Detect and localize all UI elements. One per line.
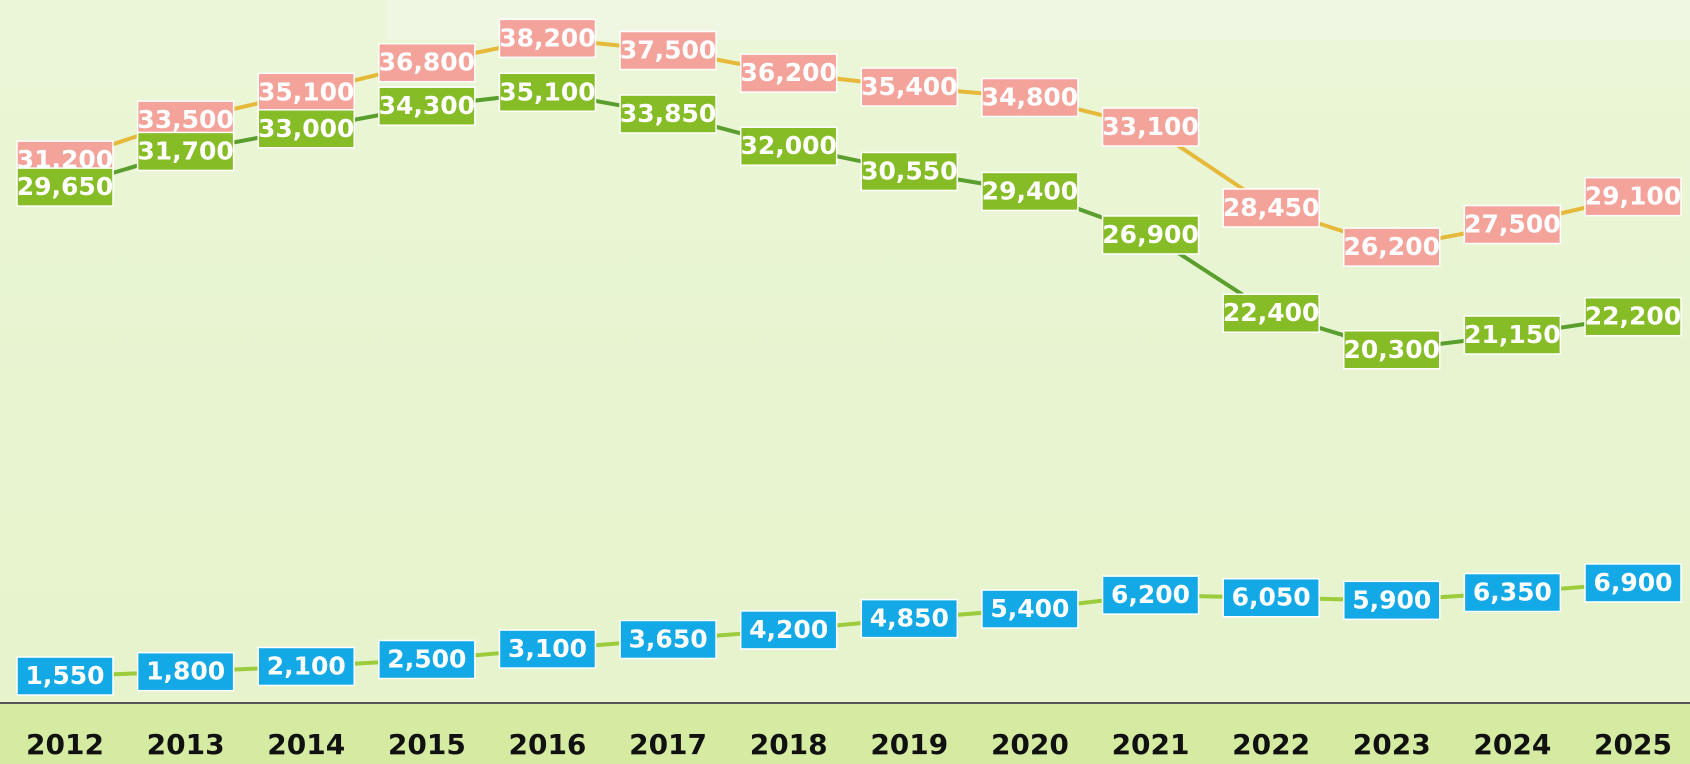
- data-label: 4,850: [870, 604, 949, 633]
- data-label: 34,300: [379, 91, 475, 120]
- data-label: 6,900: [1593, 568, 1672, 597]
- header-strip: [385, 0, 1690, 40]
- data-label: 35,100: [258, 77, 354, 106]
- data-label: 6,050: [1232, 583, 1311, 612]
- data-label: 21,150: [1464, 320, 1560, 349]
- x-tick-label: 2022: [1232, 728, 1310, 761]
- data-label-box: [16, 167, 114, 207]
- data-label: 22,200: [1585, 302, 1681, 331]
- data-label-box: [378, 42, 476, 83]
- data-label: 3,100: [508, 634, 587, 663]
- data-label-box: [1101, 575, 1200, 615]
- data-label: 36,800: [379, 48, 475, 77]
- axis-band: [0, 703, 1690, 764]
- data-label: 28,450: [1223, 193, 1319, 222]
- x-tick-label: 2015: [388, 728, 466, 761]
- data-label-box: [1463, 315, 1562, 355]
- data-label-box: [981, 171, 1079, 212]
- x-tick-label: 2013: [147, 728, 225, 761]
- data-label: 36,200: [740, 58, 836, 87]
- data-label: 26,200: [1344, 232, 1440, 261]
- data-label-box: [1222, 188, 1320, 228]
- data-label: 6,200: [1111, 580, 1190, 609]
- data-label: 33,000: [258, 114, 354, 143]
- data-label: 38,200: [499, 23, 595, 52]
- data-label-box: [1343, 580, 1441, 621]
- data-label: 29,650: [17, 172, 113, 201]
- data-label-box: [1463, 572, 1562, 613]
- data-label-box: [860, 598, 959, 639]
- x-tick-label: 2016: [508, 728, 586, 761]
- data-label: 27,500: [1464, 210, 1560, 239]
- data-label-box: [257, 646, 355, 687]
- data-label-box: [1343, 227, 1441, 267]
- data-label-box: [378, 86, 476, 126]
- data-label: 33,100: [1102, 112, 1198, 141]
- x-tick-label: 2024: [1473, 728, 1551, 761]
- data-label-box: [257, 72, 355, 113]
- data-label: 34,800: [982, 82, 1078, 111]
- data-label-box: [981, 77, 1079, 118]
- data-label-box: [498, 72, 597, 113]
- data-label-box: [739, 126, 838, 166]
- data-label-box: [136, 131, 235, 172]
- data-label-box: [739, 610, 838, 650]
- data-label: 5,400: [990, 594, 1069, 623]
- data-label: 22,400: [1223, 298, 1319, 327]
- data-label-box: [1101, 215, 1200, 255]
- data-label: 33,500: [137, 105, 233, 134]
- data-label-box: [16, 656, 114, 696]
- x-tick-label: 2012: [26, 728, 104, 761]
- data-label: 2,100: [267, 651, 346, 680]
- data-label: 1,550: [25, 661, 104, 690]
- data-label-box: [378, 639, 476, 680]
- data-label-box: [1584, 563, 1682, 603]
- data-label: 2,500: [387, 645, 466, 674]
- data-label: 29,400: [982, 176, 1078, 205]
- data-label-box: [1343, 330, 1441, 370]
- data-label: 37,500: [620, 36, 716, 65]
- data-label-box: [739, 53, 838, 93]
- data-label-box: [1222, 293, 1320, 333]
- data-label: 30,550: [861, 156, 957, 185]
- x-tick-label: 2023: [1353, 728, 1431, 761]
- x-tick-label: 2025: [1594, 728, 1672, 761]
- data-label: 5,900: [1352, 585, 1431, 614]
- data-label-box: [136, 651, 235, 692]
- x-tick-label: 2017: [629, 728, 707, 761]
- data-label: 20,300: [1344, 335, 1440, 364]
- data-label: 3,650: [629, 624, 708, 653]
- data-label: 31,700: [137, 136, 233, 165]
- x-tick-label: 2018: [750, 728, 828, 761]
- data-label-box: [619, 94, 717, 134]
- data-label-box: [257, 109, 355, 149]
- x-tick-label: 2020: [991, 728, 1069, 761]
- x-tick-label: 2014: [267, 728, 345, 761]
- data-label: 6,350: [1473, 578, 1552, 607]
- data-label-box: [498, 18, 597, 59]
- data-label-box: [860, 67, 959, 107]
- data-label: 35,400: [861, 72, 957, 101]
- data-label: 4,200: [749, 615, 828, 644]
- data-label-box: [1101, 107, 1200, 147]
- data-label-box: [1584, 296, 1682, 337]
- data-label-box: [981, 589, 1079, 629]
- data-label: 33,850: [620, 99, 716, 128]
- x-tick-label: 2021: [1112, 728, 1190, 761]
- data-label-box: [1584, 176, 1682, 217]
- data-label-box: [619, 619, 717, 660]
- data-label: 29,100: [1585, 182, 1681, 211]
- data-label: 32,000: [740, 131, 836, 160]
- data-label-box: [860, 151, 959, 192]
- data-label-box: [1463, 204, 1562, 245]
- data-label: 26,900: [1102, 220, 1198, 249]
- x-tick-label: 2019: [870, 728, 948, 761]
- data-label-box: [619, 30, 717, 71]
- data-label: 1,800: [146, 657, 225, 686]
- data-label: 35,100: [499, 77, 595, 106]
- data-label-box: [1222, 577, 1320, 618]
- data-label-box: [498, 629, 597, 669]
